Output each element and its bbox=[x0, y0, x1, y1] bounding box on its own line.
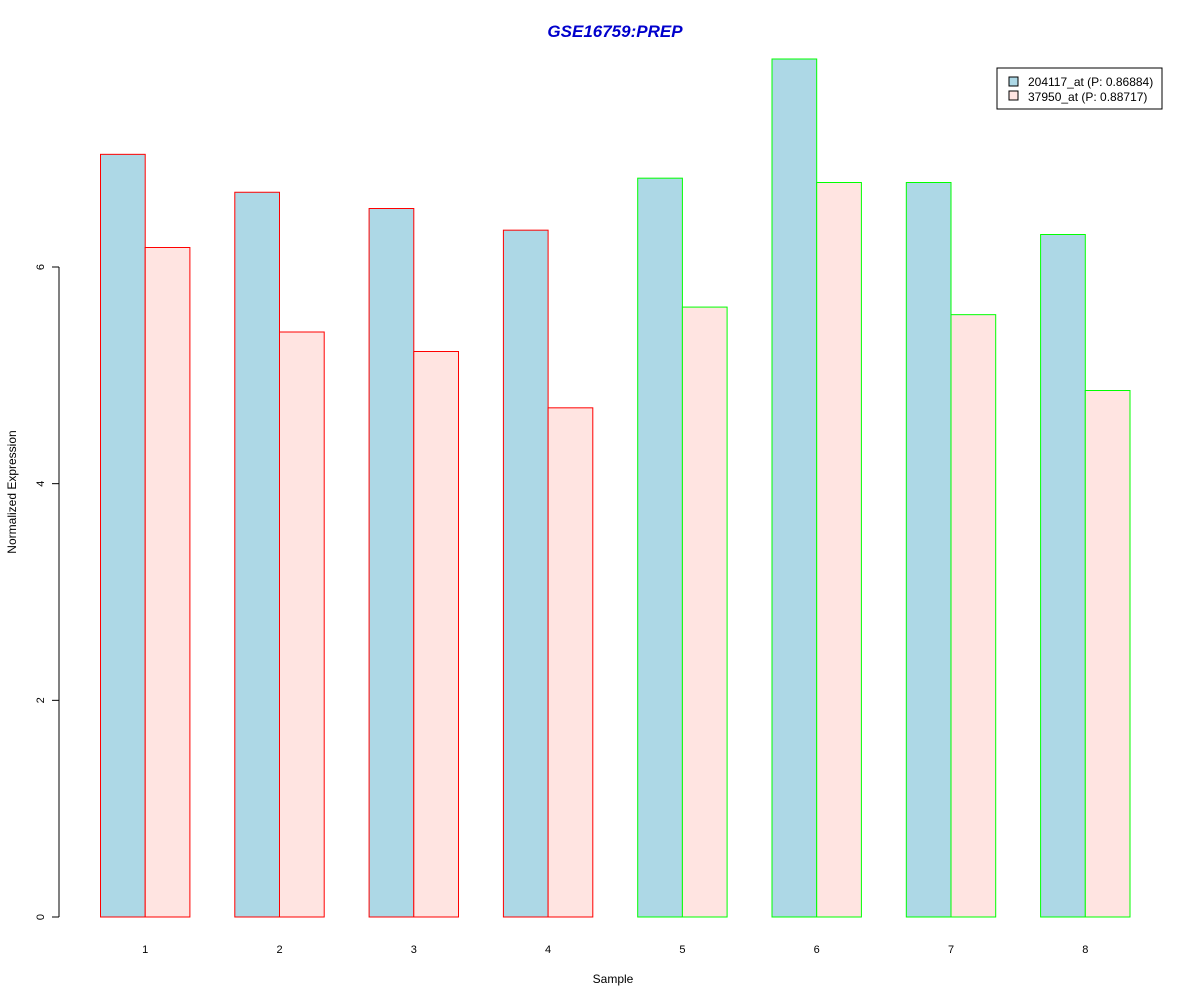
bar-series1-sample-2 bbox=[234, 191, 281, 918]
legend: 204117_at (P: 0.86884) 37950_at (P: 0.88… bbox=[996, 67, 1163, 110]
x-tick-labels: 1 2 3 4 5 6 7 8 bbox=[142, 944, 1088, 956]
bar-series1-sample-6 bbox=[771, 58, 818, 918]
bar-series2-sample-3 bbox=[413, 351, 459, 918]
bar-series2-sample-7 bbox=[950, 314, 997, 918]
y-axis: 0 2 4 6 bbox=[35, 264, 60, 920]
y-tick-label-4: 4 bbox=[35, 481, 47, 487]
bar-series1-sample-1 bbox=[100, 153, 146, 918]
bar-series1-sample-3 bbox=[368, 208, 415, 918]
bar-series2-sample-2 bbox=[279, 331, 325, 918]
chart-title: GSE16759:PREP bbox=[547, 22, 683, 41]
legend-swatch-series-2 bbox=[1008, 90, 1019, 101]
x-tick-label-1: 1 bbox=[142, 944, 148, 956]
bar-series2-sample-1 bbox=[144, 247, 191, 918]
x-tick-label-7: 7 bbox=[948, 944, 954, 956]
legend-label-series-1: 204117_at (P: 0.86884) bbox=[1028, 75, 1153, 89]
bar-series2-sample-8 bbox=[1084, 390, 1131, 918]
bar-series2-sample-5 bbox=[681, 306, 728, 918]
x-tick-label-3: 3 bbox=[411, 944, 417, 956]
bar-series1-sample-8 bbox=[1040, 234, 1086, 918]
bars-group bbox=[100, 58, 1131, 918]
bar-series1-sample-4 bbox=[502, 229, 549, 918]
x-axis-label: Sample bbox=[593, 972, 634, 986]
y-tick-label-6: 6 bbox=[35, 264, 47, 270]
bar-series1-sample-7 bbox=[905, 182, 952, 918]
x-tick-label-4: 4 bbox=[545, 944, 551, 956]
x-tick-label-5: 5 bbox=[679, 944, 685, 956]
legend-swatch-series-1 bbox=[1008, 76, 1019, 87]
legend-label-series-2: 37950_at (P: 0.88717) bbox=[1028, 90, 1147, 104]
y-tick-label-0: 0 bbox=[35, 914, 47, 920]
x-tick-label-2: 2 bbox=[276, 944, 282, 956]
x-tick-label-8: 8 bbox=[1082, 944, 1088, 956]
bar-series1-sample-5 bbox=[637, 177, 683, 918]
legend-box bbox=[996, 67, 1163, 110]
y-tick-label-2: 2 bbox=[35, 697, 47, 703]
bar-series2-sample-4 bbox=[547, 407, 594, 918]
x-tick-label-6: 6 bbox=[814, 944, 820, 956]
y-axis-label: Normalized Expression bbox=[5, 430, 19, 553]
bar-series2-sample-6 bbox=[816, 182, 862, 918]
